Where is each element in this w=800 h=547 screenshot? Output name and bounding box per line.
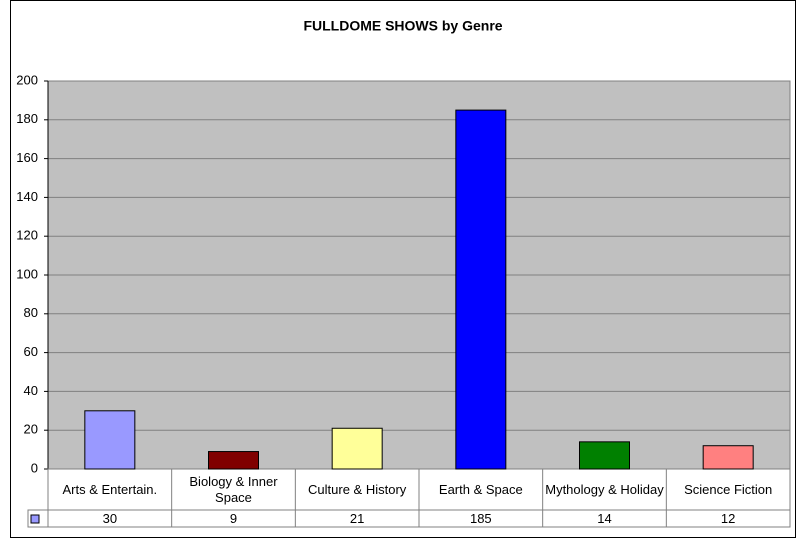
y-tick-label: 120 bbox=[16, 228, 38, 243]
chart-title: FULLDOME SHOWS by Genre bbox=[303, 18, 502, 34]
data-table-value: 21 bbox=[350, 511, 364, 526]
x-tick-label: Science Fiction bbox=[684, 481, 773, 497]
y-tick-label: 80 bbox=[24, 305, 38, 320]
bar bbox=[579, 441, 630, 470]
bar bbox=[331, 427, 383, 470]
data-table-value: 185 bbox=[470, 511, 492, 526]
y-tick-label: 60 bbox=[24, 344, 38, 359]
y-tick-label: 160 bbox=[16, 150, 38, 165]
data-table-value: 12 bbox=[721, 511, 735, 526]
x-tick-label-box: Earth & Space bbox=[438, 481, 523, 497]
x-tick-label: Earth & Space bbox=[438, 481, 523, 497]
legend-key bbox=[30, 514, 40, 524]
y-tick-label: 20 bbox=[24, 422, 38, 437]
data-table-value: 30 bbox=[103, 511, 117, 526]
x-tick-label: Culture & History bbox=[308, 481, 407, 497]
data-table-legend-cell bbox=[27, 509, 49, 528]
data-table-value: 14 bbox=[597, 511, 611, 526]
x-tick-label-box: Biology & Inner Space bbox=[189, 473, 278, 505]
x-tick-label: Biology & Inner Space bbox=[189, 473, 278, 505]
bar bbox=[84, 410, 136, 470]
bar bbox=[455, 109, 507, 470]
x-tick-label: Mythology & Holiday bbox=[545, 481, 664, 497]
x-tick-label: Arts & Entertain. bbox=[62, 481, 158, 497]
y-tick-label: 0 bbox=[31, 460, 38, 475]
x-tick-label-box: Arts & Entertain. bbox=[62, 481, 158, 497]
y-tick-label: 140 bbox=[16, 189, 38, 204]
x-tick-label-box: Science Fiction bbox=[684, 481, 773, 497]
bar bbox=[208, 451, 259, 470]
x-tick-label-box: Mythology & Holiday bbox=[545, 481, 664, 497]
y-tick-label: 180 bbox=[16, 111, 38, 126]
y-tick-label: 100 bbox=[16, 266, 38, 281]
y-tick-label: 40 bbox=[24, 383, 38, 398]
y-tick-label: 200 bbox=[16, 72, 38, 87]
data-table-value: 9 bbox=[230, 511, 237, 526]
x-tick-label-box: Culture & History bbox=[308, 481, 407, 497]
bar bbox=[702, 445, 754, 470]
